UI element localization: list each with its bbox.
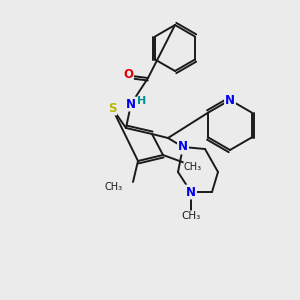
Text: CH₃: CH₃: [184, 162, 202, 172]
Text: N: N: [178, 140, 188, 154]
Text: O: O: [123, 68, 133, 80]
Text: H: H: [137, 96, 147, 106]
Text: N: N: [126, 98, 136, 110]
Text: N: N: [225, 94, 235, 106]
Text: N: N: [186, 185, 196, 199]
Text: CH₃: CH₃: [182, 211, 201, 221]
Text: S: S: [108, 101, 116, 115]
Text: CH₃: CH₃: [105, 182, 123, 192]
